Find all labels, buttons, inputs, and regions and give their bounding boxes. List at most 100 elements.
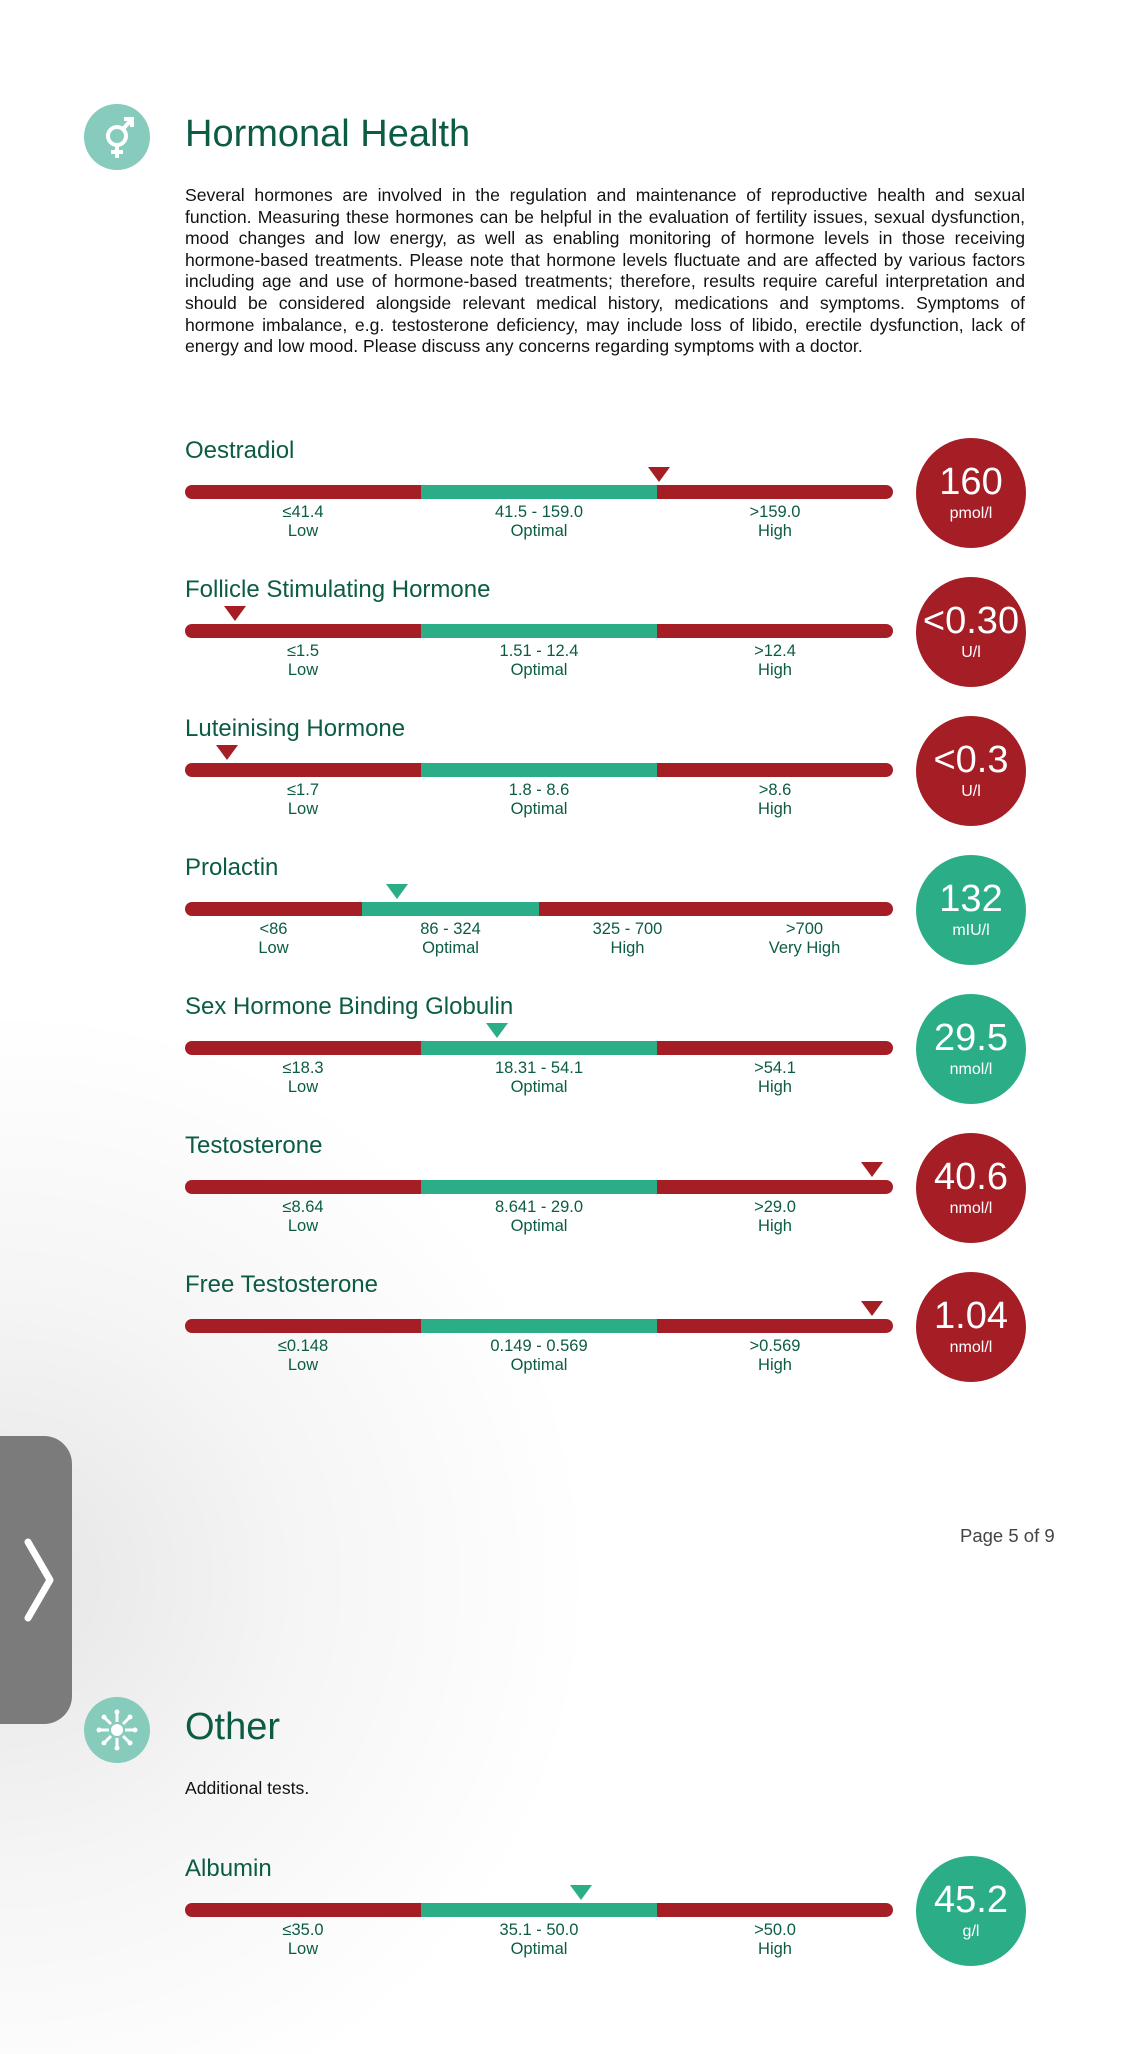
range-category: High	[758, 1217, 792, 1235]
range-label: >8.6 High	[657, 781, 893, 819]
range-value: ≤0.148	[277, 1337, 329, 1355]
result-value: 1.04	[934, 1295, 1008, 1337]
range-category: Optimal	[510, 1940, 568, 1958]
result-value: <0.3	[933, 739, 1009, 781]
range-label: >159.0 High	[657, 503, 893, 541]
range-segment-optimal	[421, 1319, 657, 1333]
range-label: <86 Low	[185, 920, 362, 958]
range-value: 1.51 - 12.4	[499, 642, 579, 660]
range-label: >0.569 High	[657, 1337, 893, 1375]
range-category: Optimal	[510, 1356, 568, 1374]
range-category: Low	[258, 939, 289, 957]
result-unit: mIU/l	[952, 922, 990, 939]
test-name: Follicle Stimulating Hormone	[185, 576, 491, 603]
range-labels: ≤0.148 Low 0.149 - 0.569 Optimal >0.569 High	[185, 1337, 893, 1375]
range-bar	[185, 1041, 893, 1055]
range-label: ≤41.4 Low	[185, 503, 421, 541]
range-label: ≤1.7 Low	[185, 781, 421, 819]
result-unit: U/l	[961, 783, 981, 800]
range-label: 1.51 - 12.4 Optimal	[421, 642, 657, 680]
range-label: >50.0 High	[657, 1921, 893, 1959]
range-value: >50.0	[754, 1921, 796, 1939]
range-segment-low	[185, 1041, 421, 1055]
result-value: 160	[939, 461, 1003, 503]
range-value: 0.149 - 0.569	[490, 1337, 588, 1355]
range-value: ≤1.5	[287, 642, 319, 660]
range-label: >12.4 High	[657, 642, 893, 680]
range-category: Low	[287, 661, 319, 679]
range-segment-low	[185, 902, 362, 916]
range-category: Very High	[768, 939, 841, 957]
range-label: ≤1.5 Low	[185, 642, 421, 680]
result-badge: 160 pmol/l	[916, 438, 1026, 548]
result-marker	[485, 1023, 508, 1038]
range-segment-low	[185, 1180, 421, 1194]
result-marker	[223, 606, 246, 621]
range-value: >54.1	[754, 1059, 796, 1077]
test-row: Prolactin <86 Low 86 - 324 Optimal 325 - 700 H…	[0, 854, 1125, 994]
range-segment-optimal	[421, 763, 657, 777]
test-row: Albumin ≤35.0 Low 35.1 - 50.0 Optimal >50.0 Hi…	[0, 1855, 1125, 1995]
test-name: Testosterone	[185, 1132, 323, 1159]
range-category: High	[758, 522, 792, 540]
range-value: >29.0	[754, 1198, 796, 1216]
result-marker	[570, 1885, 593, 1900]
range-value: 8.641 - 29.0	[494, 1198, 584, 1216]
range-labels: <86 Low 86 - 324 Optimal 325 - 700 High >700 Ve…	[185, 920, 893, 958]
range-value: 86 - 324	[420, 920, 481, 938]
range-category: Low	[287, 1940, 319, 1958]
result-marker	[216, 745, 239, 760]
hormonal-intro: Several hormones are involved in the reg…	[185, 185, 1025, 357]
range-category: High	[758, 661, 792, 679]
range-segment-high	[657, 1180, 893, 1194]
range-value: ≤8.64	[282, 1198, 324, 1216]
range-segment-high	[657, 624, 893, 638]
range-label: 325 - 700 High	[539, 920, 716, 958]
range-label: ≤0.148 Low	[185, 1337, 421, 1375]
test-name: Prolactin	[185, 854, 279, 881]
range-value: >8.6	[758, 781, 792, 799]
next-page-tab[interactable]	[0, 1436, 72, 1724]
range-label: ≤8.64 Low	[185, 1198, 421, 1236]
result-value: <0.30	[922, 600, 1020, 642]
range-category: Optimal	[510, 1217, 568, 1235]
range-value: >12.4	[754, 642, 796, 660]
range-segment-high	[657, 1903, 893, 1917]
range-label: 18.31 - 54.1 Optimal	[421, 1059, 657, 1097]
result-unit: nmol/l	[949, 1061, 993, 1078]
range-labels: ≤1.5 Low 1.51 - 12.4 Optimal >12.4 High	[185, 642, 893, 680]
range-category: High	[610, 939, 645, 957]
other-intro: Additional tests.	[185, 1778, 310, 1798]
range-value: 1.8 - 8.6	[508, 781, 570, 799]
page-number: Page 5 of 9	[960, 1525, 1055, 1546]
result-badge: 132 mIU/l	[916, 855, 1026, 965]
result-marker	[860, 1162, 883, 1177]
range-category: High	[758, 1356, 792, 1374]
range-label: >29.0 High	[657, 1198, 893, 1236]
test-row: Testosterone ≤8.64 Low 8.641 - 29.0 Optimal >…	[0, 1132, 1125, 1272]
range-label: 41.5 - 159.0 Optimal	[421, 503, 657, 541]
range-value: >159.0	[749, 503, 801, 521]
range-label: 86 - 324 Optimal	[362, 920, 539, 958]
result-value: 40.6	[934, 1156, 1008, 1198]
range-segment-high	[657, 1319, 893, 1333]
range-category: High	[758, 1078, 792, 1096]
range-category: Optimal	[510, 1078, 568, 1096]
range-bar	[185, 624, 893, 638]
range-value: ≤18.3	[282, 1059, 324, 1077]
range-label: 8.641 - 29.0 Optimal	[421, 1198, 657, 1236]
result-unit: U/l	[961, 644, 981, 661]
range-segment-high	[657, 763, 893, 777]
test-name: Sex Hormone Binding Globulin	[185, 993, 514, 1020]
range-value: 325 - 700	[592, 920, 663, 938]
range-value: 18.31 - 54.1	[494, 1059, 584, 1077]
result-badge: 40.6 nmol/l	[916, 1133, 1026, 1243]
range-segment-low	[185, 624, 421, 638]
range-bar	[185, 1903, 893, 1917]
range-bar	[185, 485, 893, 499]
virus-icon	[84, 1697, 150, 1763]
range-labels: ≤18.3 Low 18.31 - 54.1 Optimal >54.1 High	[185, 1059, 893, 1097]
range-bar	[185, 1180, 893, 1194]
range-segment-low	[185, 485, 421, 499]
range-value: >700	[785, 920, 824, 938]
